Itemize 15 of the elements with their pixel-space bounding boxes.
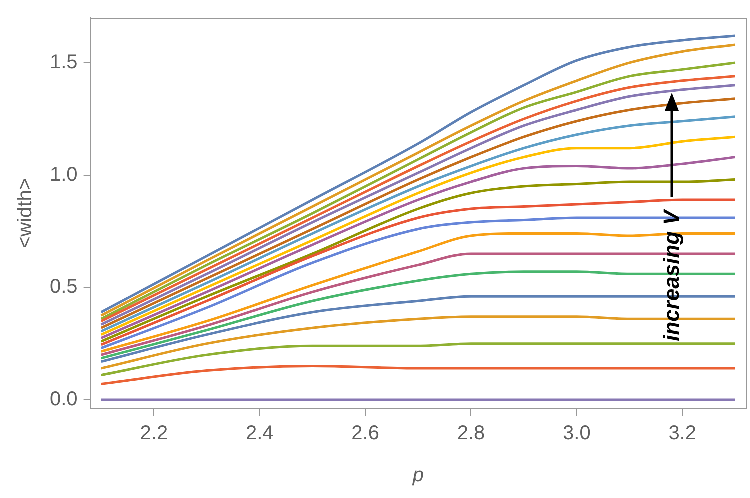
y-tick-label: 0.5 [50, 276, 78, 298]
x-tick-label: 3.2 [668, 422, 696, 445]
x-tick-label: 2.6 [352, 422, 380, 445]
y-tick-label: 1.5 [50, 51, 78, 74]
x-tick-label: 3.0 [563, 422, 591, 445]
annotation: increasing V [659, 210, 686, 342]
y-axis-title: <width> [14, 178, 37, 249]
line-series [100, 342, 737, 377]
x-tick-label: 2.4 [246, 422, 274, 445]
x-axis-title: p [412, 464, 424, 487]
x-tick-label: 2.8 [457, 422, 486, 445]
line-series [100, 365, 737, 386]
y-tick-label: 0.0 [50, 388, 78, 411]
x-tick-label: 2.2 [140, 422, 168, 445]
y-tick-label: 1.0 [50, 164, 78, 186]
